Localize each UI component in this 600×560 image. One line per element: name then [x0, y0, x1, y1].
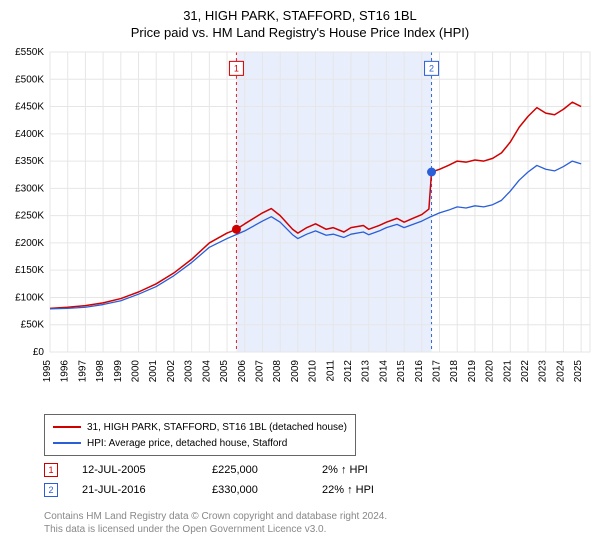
sale-date: 12-JUL-2005 [82, 464, 212, 476]
svg-text:2: 2 [429, 63, 434, 73]
svg-text:2017: 2017 [432, 360, 443, 383]
svg-text:£0: £0 [33, 347, 45, 358]
svg-text:2020: 2020 [485, 360, 496, 383]
svg-text:2016: 2016 [414, 360, 425, 383]
sale-vs-hpi: 2% ↑ HPI [322, 464, 442, 476]
svg-text:£450K: £450K [15, 102, 44, 113]
sale-price: £330,000 [212, 484, 322, 496]
sale-price: £225,000 [212, 464, 322, 476]
svg-text:2024: 2024 [555, 360, 566, 383]
sale-vs-hpi: 22% ↑ HPI [322, 484, 442, 496]
svg-text:2025: 2025 [573, 360, 584, 383]
svg-text:2023: 2023 [538, 360, 549, 383]
chart-area: £0 £50K £100K £150K £200K £250K £300K £350K £400… [0, 42, 600, 402]
svg-text:2000: 2000 [131, 360, 142, 383]
svg-text:1999: 1999 [113, 360, 124, 383]
legend: 31, HIGH PARK, STAFFORD, ST16 1BL (detac… [44, 414, 356, 456]
svg-text:£550K: £550K [15, 47, 44, 58]
footer-line: Contains HM Land Registry data © Crown c… [44, 510, 387, 523]
svg-text:2007: 2007 [254, 360, 265, 383]
svg-text:2022: 2022 [520, 360, 531, 383]
svg-text:2010: 2010 [308, 360, 319, 383]
svg-text:2013: 2013 [361, 360, 372, 383]
chart-title: 31, HIGH PARK, STAFFORD, ST16 1BL [0, 8, 600, 23]
svg-text:1995: 1995 [42, 360, 53, 383]
table-row: 1 12-JUL-2005 £225,000 2% ↑ HPI [44, 460, 442, 480]
svg-text:£350K: £350K [15, 156, 44, 167]
svg-text:2021: 2021 [502, 360, 513, 383]
svg-text:1996: 1996 [60, 360, 71, 383]
svg-text:£200K: £200K [15, 238, 44, 249]
svg-text:2005: 2005 [219, 360, 230, 383]
sale-markers-table: 1 12-JUL-2005 £225,000 2% ↑ HPI 2 21-JUL… [44, 460, 442, 500]
table-row: 2 21-JUL-2016 £330,000 22% ↑ HPI [44, 480, 442, 500]
svg-text:2012: 2012 [343, 360, 354, 383]
svg-text:2019: 2019 [467, 360, 478, 383]
legend-label: 31, HIGH PARK, STAFFORD, ST16 1BL (detac… [87, 422, 347, 433]
legend-item: HPI: Average price, detached house, Staf… [53, 435, 347, 451]
title-block: 31, HIGH PARK, STAFFORD, ST16 1BL Price … [0, 0, 600, 40]
svg-text:2018: 2018 [449, 360, 460, 383]
svg-text:1998: 1998 [95, 360, 106, 383]
svg-text:2011: 2011 [325, 360, 336, 382]
svg-text:2001: 2001 [148, 360, 159, 383]
legend-swatch [53, 442, 81, 444]
marker-number: 2 [48, 485, 53, 495]
svg-text:1: 1 [234, 63, 239, 73]
svg-text:2009: 2009 [290, 360, 301, 383]
marker-badge: 2 [44, 483, 58, 497]
marker-number: 1 [48, 465, 53, 475]
svg-text:2014: 2014 [378, 360, 389, 383]
sale-date: 21-JUL-2016 [82, 484, 212, 496]
svg-text:2004: 2004 [201, 360, 212, 383]
svg-text:£400K: £400K [15, 129, 44, 140]
svg-text:2008: 2008 [272, 360, 283, 383]
svg-text:2003: 2003 [184, 360, 195, 383]
svg-text:£300K: £300K [15, 183, 44, 194]
line-chart-svg: £0 £50K £100K £150K £200K £250K £300K £350K £400… [0, 42, 600, 402]
footer-attribution: Contains HM Land Registry data © Crown c… [44, 510, 387, 536]
legend-item: 31, HIGH PARK, STAFFORD, ST16 1BL (detac… [53, 419, 347, 435]
svg-text:£50K: £50K [21, 320, 45, 331]
svg-text:1997: 1997 [77, 360, 88, 383]
chart-subtitle: Price paid vs. HM Land Registry's House … [0, 25, 600, 40]
marker-badge: 1 [44, 463, 58, 477]
svg-text:2015: 2015 [396, 360, 407, 383]
svg-text:£100K: £100K [15, 292, 44, 303]
svg-text:2006: 2006 [237, 360, 248, 383]
svg-text:£500K: £500K [15, 74, 44, 85]
svg-text:2002: 2002 [166, 360, 177, 383]
legend-label: HPI: Average price, detached house, Staf… [87, 438, 287, 449]
svg-text:£150K: £150K [15, 265, 44, 276]
svg-text:£250K: £250K [15, 211, 44, 222]
footer-line: This data is licensed under the Open Gov… [44, 523, 387, 536]
legend-swatch [53, 426, 81, 428]
